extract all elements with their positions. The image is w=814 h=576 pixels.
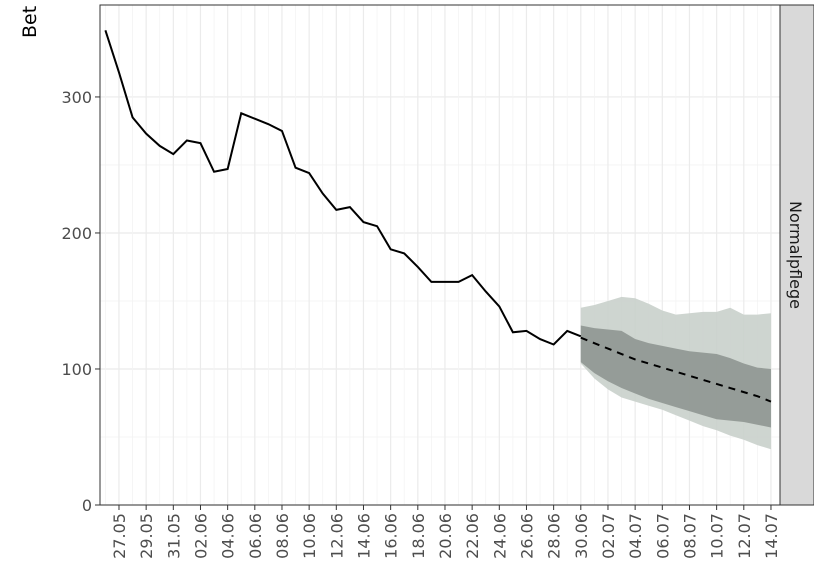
x-tick-label: 20.06 (436, 513, 455, 559)
facet-strip (779, 4, 814, 506)
x-tick-label: 12.07 (735, 513, 754, 559)
x-tick-label: 14.06 (354, 513, 373, 559)
y-tick-label: 300 (61, 88, 92, 107)
x-tick-label: 12.06 (327, 513, 346, 559)
x-tick-label: 08.07 (680, 513, 699, 559)
line (104, 29, 582, 346)
x-tick-label: 04.07 (626, 513, 645, 559)
facet-label: Normalpflege (786, 201, 805, 309)
x-tick-label: 06.06 (246, 513, 265, 559)
x-tick-label: 28.06 (545, 513, 564, 559)
x-tick-label: 24.06 (490, 513, 509, 559)
x-tick-label: 31.05 (164, 513, 183, 559)
x-tick-label: 29.05 (137, 513, 156, 559)
x-tick-label: 02.07 (599, 513, 618, 559)
ribbon (580, 325, 771, 428)
x-tick-label: 08.06 (273, 513, 292, 559)
y-axis-title: Bet (19, 6, 41, 38)
x-tick-label: 06.07 (653, 513, 672, 559)
y-tick-label: 200 (61, 224, 92, 243)
x-tick-label: 22.06 (463, 513, 482, 559)
x-tick-label: 14.07 (762, 513, 781, 559)
x-tick-label: 30.06 (572, 513, 591, 559)
x-tick-label: 16.06 (382, 513, 401, 559)
x-tick-label: 04.06 (219, 513, 238, 559)
y-tick-label: 100 (61, 360, 92, 379)
x-tick-label: 26.06 (517, 513, 536, 559)
x-tick-label: 10.07 (708, 513, 727, 559)
y-tick-label: 0 (82, 496, 92, 515)
x-tick-label: 27.05 (110, 513, 129, 559)
panel (100, 5, 780, 505)
x-tick-label: 02.06 (191, 513, 210, 559)
x-tick-label: 10.06 (300, 513, 319, 559)
x-tick-label: 18.06 (409, 513, 428, 559)
